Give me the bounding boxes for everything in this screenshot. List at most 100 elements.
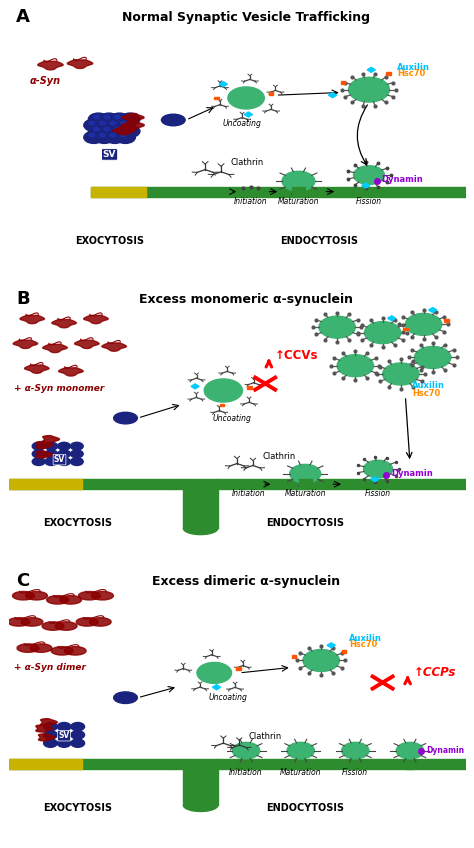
Circle shape <box>71 722 84 731</box>
Circle shape <box>45 443 58 450</box>
Circle shape <box>104 127 109 131</box>
Circle shape <box>365 321 401 343</box>
Text: Uncoating: Uncoating <box>213 414 252 423</box>
Circle shape <box>88 113 109 126</box>
Circle shape <box>383 363 419 385</box>
Circle shape <box>71 450 83 458</box>
Polygon shape <box>244 112 253 117</box>
Polygon shape <box>41 719 57 726</box>
Polygon shape <box>36 451 53 458</box>
Circle shape <box>44 722 57 731</box>
Circle shape <box>282 171 315 191</box>
Circle shape <box>89 121 95 125</box>
Text: Initiation: Initiation <box>234 197 267 206</box>
Text: Clathrin: Clathrin <box>248 732 282 741</box>
Polygon shape <box>219 81 228 86</box>
Circle shape <box>32 450 45 458</box>
Polygon shape <box>75 340 99 349</box>
Circle shape <box>337 354 374 377</box>
Polygon shape <box>60 595 82 604</box>
Text: A: A <box>16 8 30 26</box>
Circle shape <box>342 742 369 759</box>
Ellipse shape <box>114 692 137 704</box>
Text: Uncoating: Uncoating <box>209 694 247 702</box>
Polygon shape <box>362 183 370 188</box>
Circle shape <box>120 126 140 137</box>
Circle shape <box>100 133 105 137</box>
Polygon shape <box>388 315 396 321</box>
Bar <box>247 387 252 389</box>
Circle shape <box>94 120 114 131</box>
Text: ↑CCVs: ↑CCVs <box>274 349 318 362</box>
Polygon shape <box>38 61 63 70</box>
Text: Excess dimeric α-synuclein: Excess dimeric α-synuclein <box>152 575 340 588</box>
Polygon shape <box>59 368 83 376</box>
Circle shape <box>115 115 120 119</box>
Polygon shape <box>84 315 108 324</box>
Text: Hsc70: Hsc70 <box>412 389 440 398</box>
Circle shape <box>104 115 109 119</box>
Text: EXOCYTOSIS: EXOCYTOSIS <box>43 517 112 527</box>
Bar <box>342 650 346 653</box>
Text: Fission: Fission <box>356 197 382 206</box>
Circle shape <box>71 443 83 450</box>
Circle shape <box>109 126 129 137</box>
Circle shape <box>115 127 120 131</box>
Circle shape <box>110 121 116 125</box>
Text: Excess monomeric α-synuclein: Excess monomeric α-synuclein <box>139 293 353 305</box>
Polygon shape <box>43 344 67 353</box>
Circle shape <box>405 313 442 335</box>
Polygon shape <box>55 622 77 630</box>
Text: Dynamin: Dynamin <box>426 745 464 755</box>
Circle shape <box>125 115 131 119</box>
Polygon shape <box>26 592 47 600</box>
Circle shape <box>71 739 84 747</box>
Polygon shape <box>20 315 45 324</box>
Polygon shape <box>191 384 199 389</box>
Polygon shape <box>367 67 375 72</box>
Circle shape <box>57 731 71 739</box>
Bar <box>214 97 219 99</box>
Bar <box>292 655 296 658</box>
Circle shape <box>44 731 57 739</box>
Text: Normal Synaptic Vesicle Trafficking: Normal Synaptic Vesicle Trafficking <box>122 11 370 24</box>
Text: EXOCYTOSIS: EXOCYTOSIS <box>43 803 112 812</box>
Circle shape <box>110 133 116 137</box>
Text: Maturation: Maturation <box>280 768 321 778</box>
Circle shape <box>115 131 136 143</box>
Circle shape <box>99 113 119 126</box>
Bar <box>444 320 448 322</box>
Polygon shape <box>25 365 49 373</box>
Circle shape <box>232 742 260 759</box>
Circle shape <box>287 742 314 759</box>
Polygon shape <box>17 644 39 652</box>
Text: Clathrin: Clathrin <box>262 452 295 461</box>
Polygon shape <box>371 477 379 482</box>
Text: ENDOCYTOSIS: ENDOCYTOSIS <box>280 236 358 246</box>
Bar <box>236 667 241 670</box>
Text: ↑CCPs: ↑CCPs <box>413 667 456 679</box>
Circle shape <box>89 133 95 137</box>
Circle shape <box>84 120 104 131</box>
Polygon shape <box>328 92 337 98</box>
Bar <box>341 81 345 84</box>
Circle shape <box>93 115 99 119</box>
Polygon shape <box>36 725 53 732</box>
Circle shape <box>84 131 104 143</box>
Polygon shape <box>79 592 100 600</box>
Polygon shape <box>67 60 93 69</box>
Text: SV: SV <box>54 455 65 464</box>
Circle shape <box>115 120 136 131</box>
Text: Auxilin: Auxilin <box>412 381 445 390</box>
Polygon shape <box>43 436 59 443</box>
Text: Auxilin: Auxilin <box>397 63 430 72</box>
Text: Auxilin: Auxilin <box>349 634 382 643</box>
Ellipse shape <box>162 114 185 126</box>
Polygon shape <box>91 592 113 600</box>
Circle shape <box>204 379 243 402</box>
Circle shape <box>354 165 384 185</box>
Polygon shape <box>52 320 76 328</box>
Circle shape <box>45 458 58 466</box>
Polygon shape <box>428 308 437 313</box>
Circle shape <box>105 120 125 131</box>
